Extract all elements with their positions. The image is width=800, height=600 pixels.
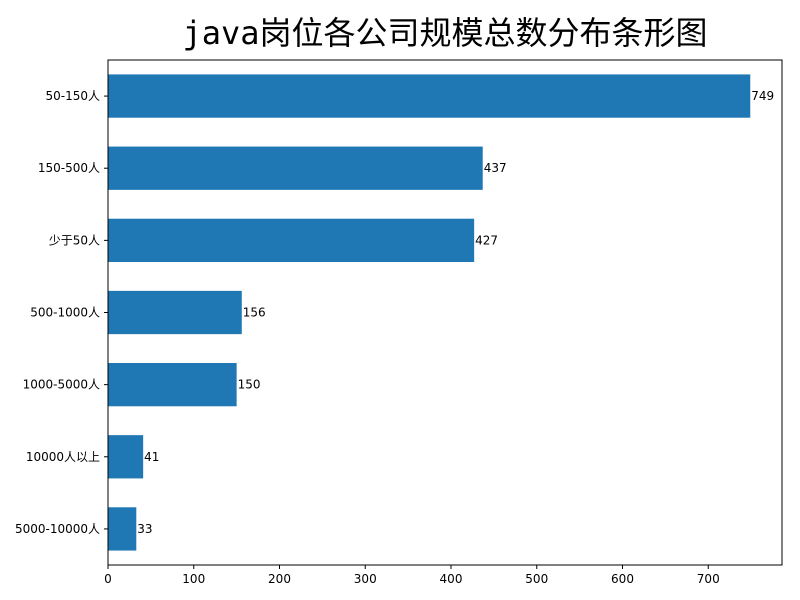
data-label-1: 437: [484, 161, 507, 175]
bar-6: [108, 507, 136, 550]
x-tick-label-4: 400: [440, 572, 463, 586]
bar-4: [108, 363, 237, 406]
bar-3: [108, 291, 242, 334]
y-tick-label-3: 500-1000人: [30, 306, 100, 320]
data-label-2: 427: [475, 233, 498, 247]
y-tick-label-5: 10000人以上: [26, 450, 100, 464]
x-tick-label-5: 500: [525, 572, 548, 586]
x-tick-label-1: 100: [182, 572, 205, 586]
x-tick-label-6: 600: [611, 572, 634, 586]
data-label-6: 33: [137, 522, 152, 536]
x-tick-label-7: 700: [697, 572, 720, 586]
y-tick-label-1: 150-500人: [38, 161, 100, 175]
y-tick-label-2: 少于50人: [49, 233, 100, 247]
bar-0: [108, 74, 750, 117]
bar-5: [108, 435, 143, 478]
bar-1: [108, 147, 483, 190]
y-tick-label-0: 50-150人: [45, 89, 100, 103]
x-tick-label-3: 300: [354, 572, 377, 586]
x-tick-label-2: 200: [268, 572, 291, 586]
data-label-3: 156: [243, 306, 266, 320]
x-tick-label-0: 0: [104, 572, 112, 586]
data-label-0: 749: [751, 89, 774, 103]
y-tick-label-4: 1000-5000人: [23, 378, 100, 392]
x-axis-ticks: 0 100 200 300 400 500 600 700: [104, 565, 720, 586]
bar-2: [108, 219, 474, 262]
data-label-4: 150: [238, 378, 261, 392]
data-label-5: 41: [144, 450, 159, 464]
y-tick-label-6: 5000-10000人: [15, 522, 100, 536]
bars-layer: [108, 74, 750, 550]
